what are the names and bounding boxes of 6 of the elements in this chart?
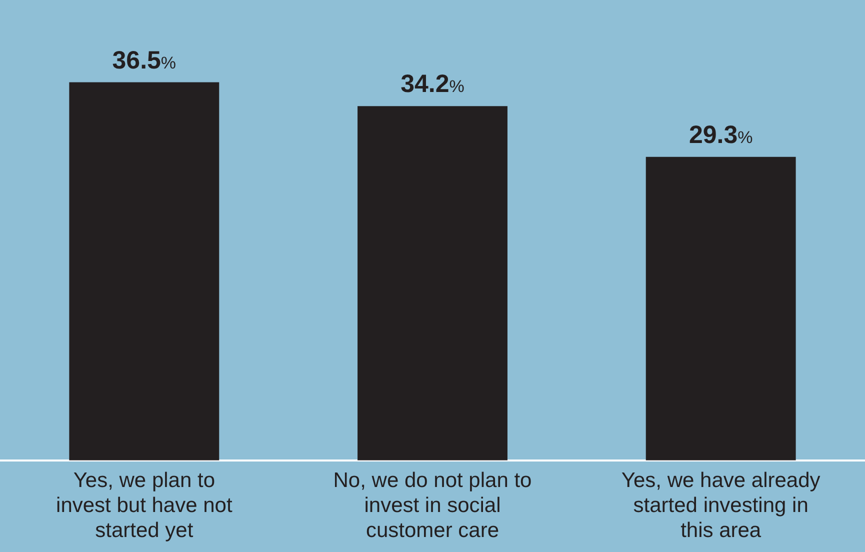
x-tick-label: Yes, we plan to invest but have not started yet [56, 468, 232, 542]
data-label: 29.3% [688, 120, 753, 149]
x-tick-label: Yes, we have already started investing in this area [621, 468, 821, 542]
x-tick-label: No, we do not plan to invest in social customer care [333, 468, 532, 542]
data-label: 36.5% [112, 46, 176, 74]
data-label: 34.2% [400, 70, 464, 98]
